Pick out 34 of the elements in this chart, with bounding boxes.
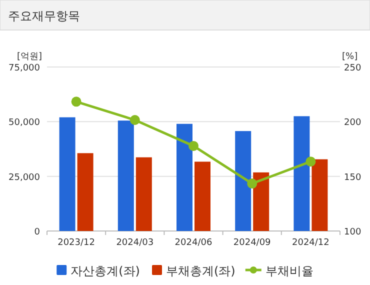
x-tick-label: 2024/12 [292,238,330,248]
bar [176,124,192,231]
bar [294,116,310,231]
legend-label: 부채총계(좌) [166,264,236,278]
point [306,156,316,167]
point [188,140,198,151]
y2-tick-label: 150 [344,172,362,183]
y-tick-label: 0 [34,228,40,238]
point [130,115,140,126]
y2-tick-label: 200 [344,118,362,128]
y2-tick-label: 250 [344,64,362,74]
x-tick-label: 2024/06 [174,238,212,248]
y-tick-label: 50,000 [8,118,40,128]
bar [253,172,270,231]
y-tick-label: 75,000 [8,64,40,74]
x-tick-label: 2024/03 [116,238,154,248]
y-axis-title: [억원] [16,52,42,62]
bar [235,131,252,231]
x-tick-label: 2024/09 [233,238,272,248]
bar [77,153,94,231]
y2-axis-title: [%] [342,52,358,62]
chart-title: 주요재무항목 [8,9,80,23]
bar [194,162,210,231]
legend-label: 자산총계(좌) [70,264,140,278]
point [247,178,258,189]
bar [312,159,328,231]
legend-label: 부채비율 [265,264,314,278]
bar [136,157,152,231]
x-tick-label: 2023/12 [58,238,95,248]
point [71,96,82,107]
bar [59,117,76,231]
y-tick-label: 25,000 [8,172,40,183]
bar [118,120,134,231]
y2-tick-label: 100 [344,228,362,238]
